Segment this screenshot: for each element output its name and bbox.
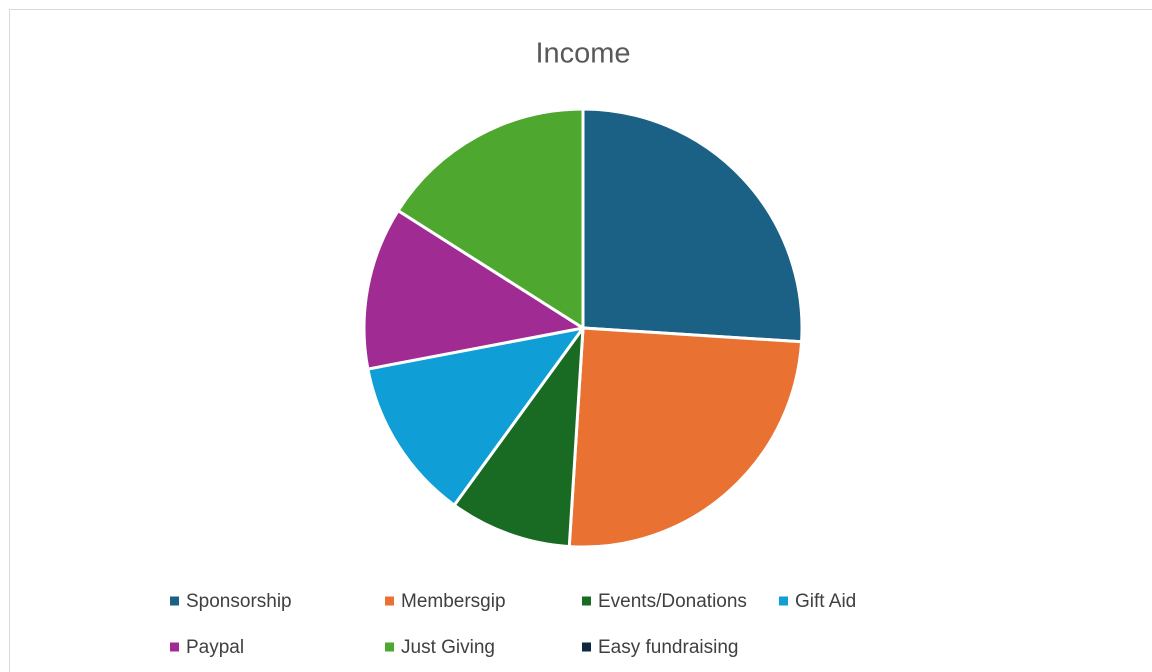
pie-slice bbox=[567, 326, 804, 549]
pie-slice bbox=[362, 209, 585, 371]
pie-slice bbox=[581, 107, 804, 344]
legend-swatch bbox=[582, 596, 591, 606]
legend-swatch bbox=[385, 596, 394, 606]
legend-label: Sponsorship bbox=[186, 591, 292, 612]
legend-swatch bbox=[170, 642, 179, 652]
pie-slice bbox=[366, 326, 585, 507]
pie-slice bbox=[396, 107, 585, 330]
chart-title: Income bbox=[535, 38, 630, 70]
legend-label: Events/Donations bbox=[598, 591, 747, 612]
legend-label: Membersgip bbox=[401, 591, 506, 612]
legend-swatch bbox=[385, 642, 394, 652]
legend-swatch bbox=[170, 596, 179, 606]
legend-label: Gift Aid bbox=[795, 591, 856, 612]
legend-label: Paypal bbox=[186, 637, 244, 658]
legend-label: Just Giving bbox=[401, 637, 495, 658]
legend-swatch bbox=[582, 642, 591, 652]
pie-slice bbox=[452, 326, 585, 549]
legend-swatch bbox=[779, 596, 788, 606]
legend-label: Easy fundraising bbox=[598, 637, 738, 658]
